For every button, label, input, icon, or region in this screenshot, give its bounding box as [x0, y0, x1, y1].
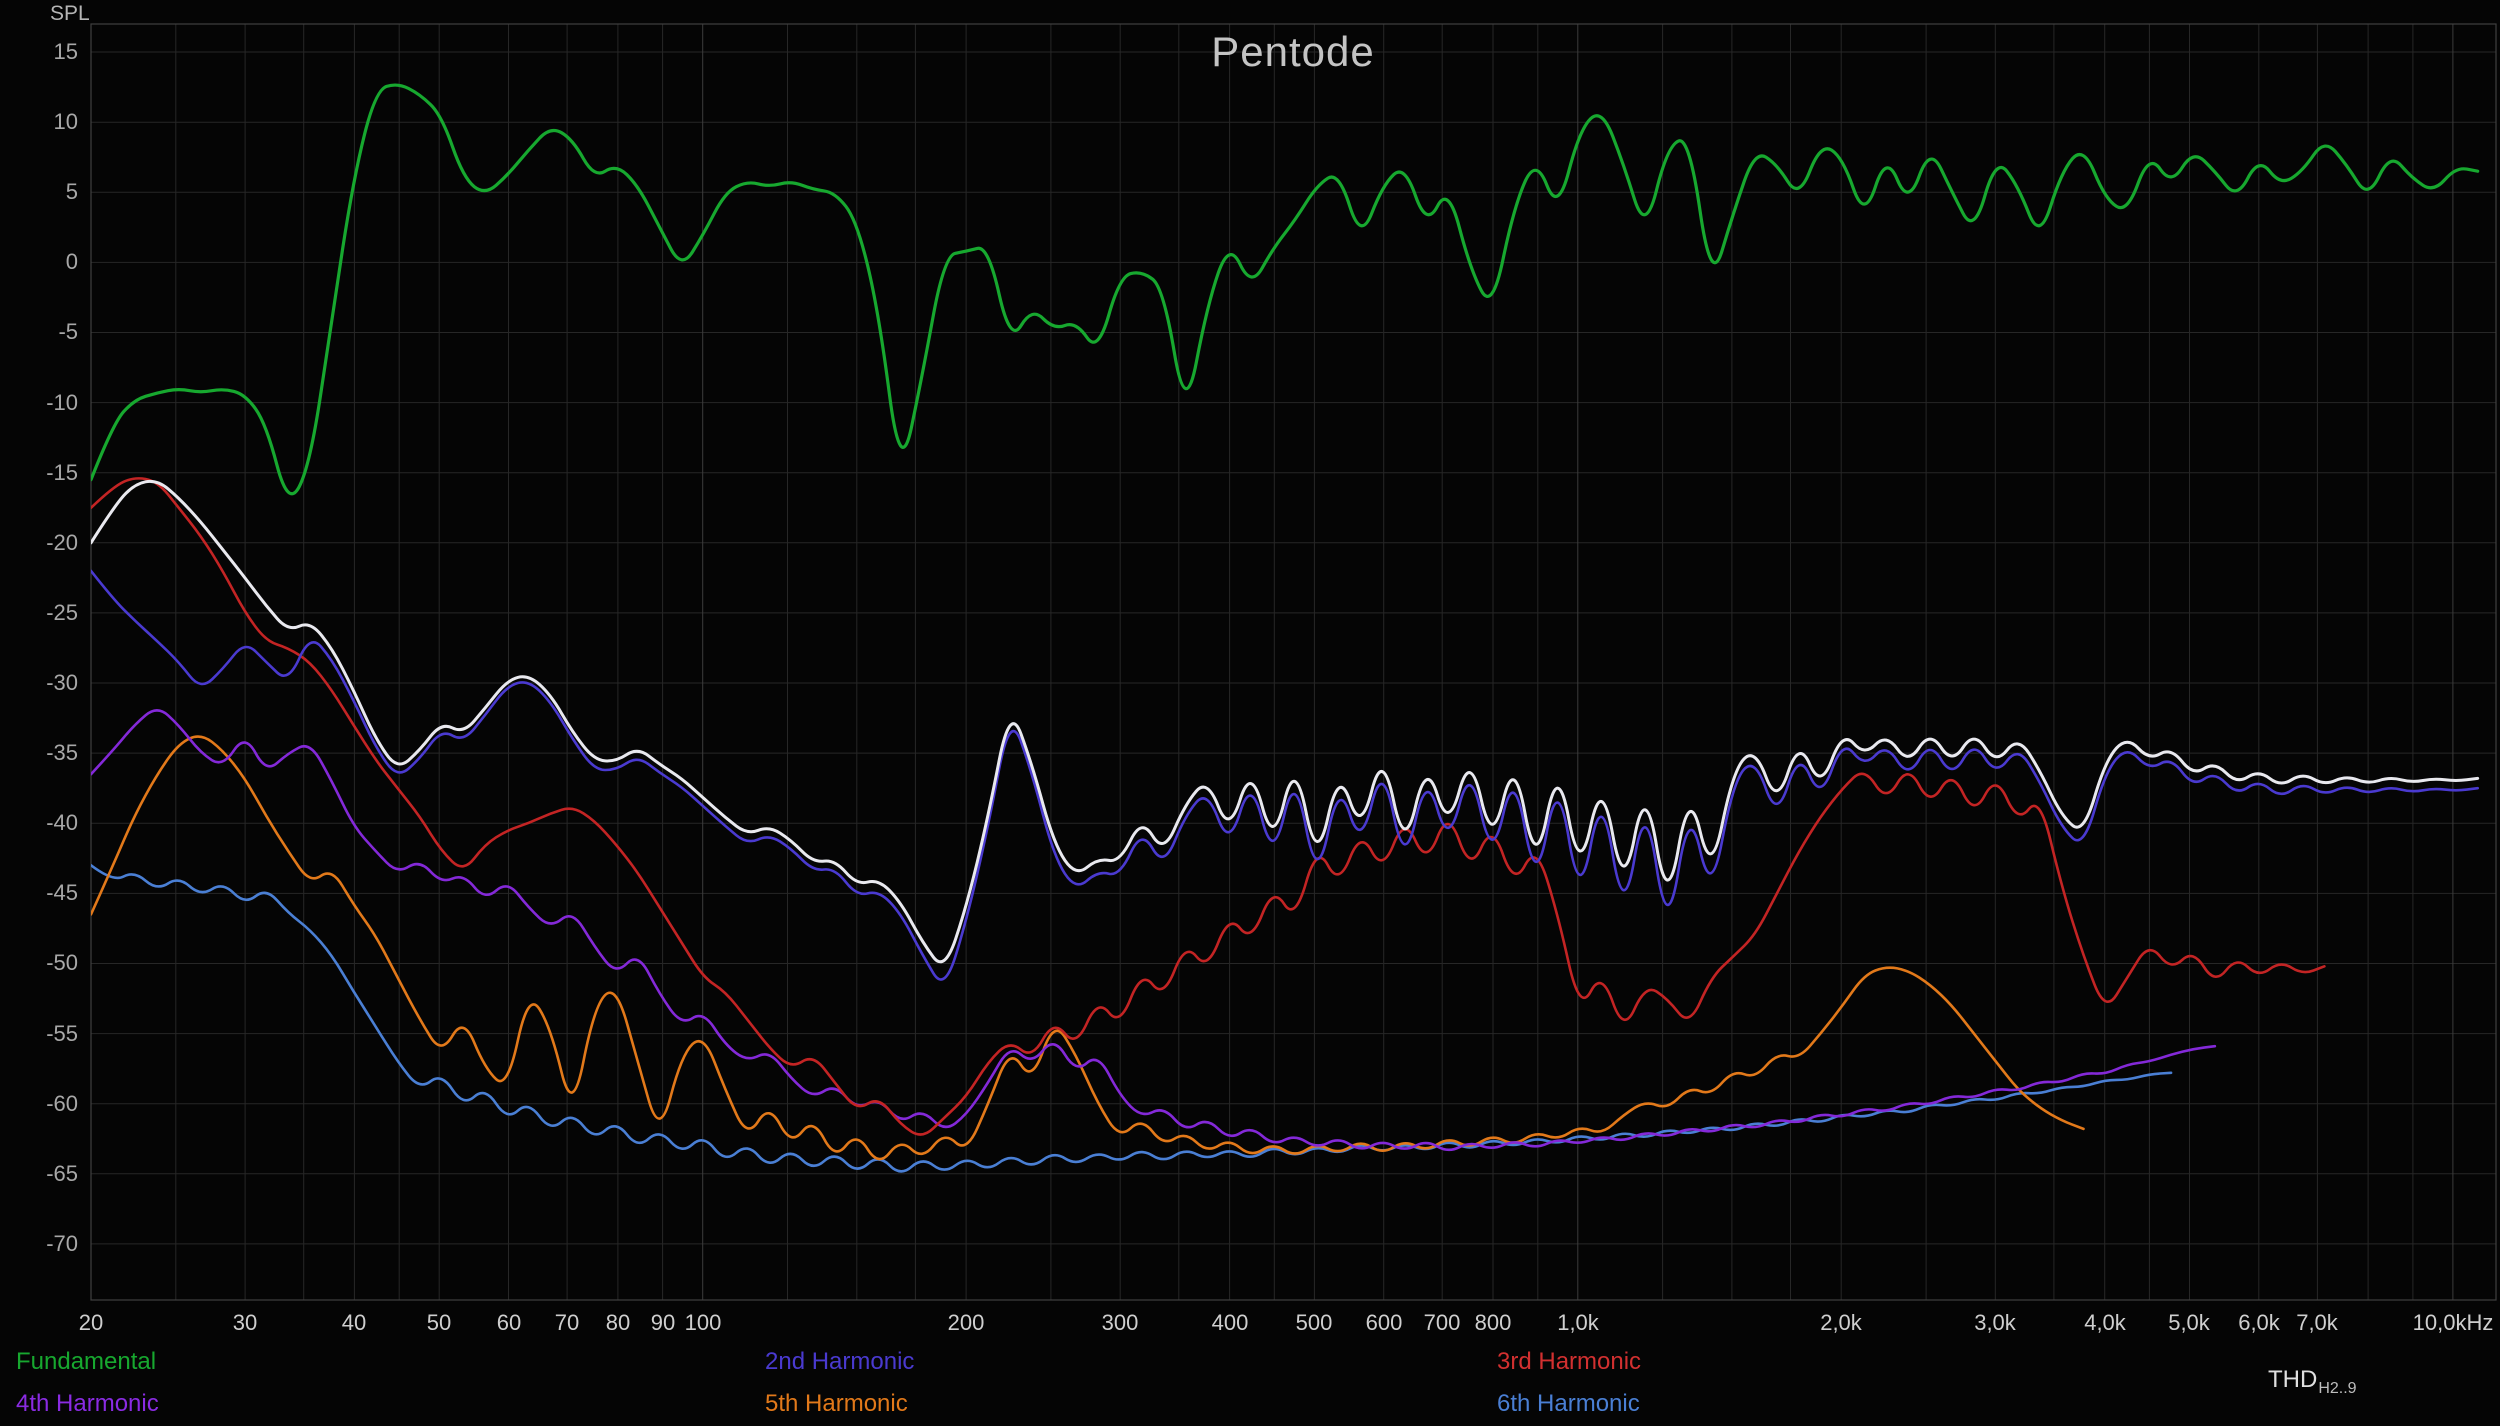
y-tick-label: -50 — [46, 950, 78, 975]
legend-item-3rd-harmonic: 3rd Harmonic — [1497, 1348, 1642, 1375]
y-tick-label: -65 — [46, 1161, 78, 1186]
y-tick-label: -5 — [58, 319, 78, 344]
x-tick-label: 400 — [1211, 1310, 1249, 1335]
legend-item-4th-harmonic: 4th Harmonic — [16, 1390, 159, 1417]
series-3rd-harmonic — [91, 477, 2326, 1136]
y-tick-label: -35 — [46, 740, 78, 765]
x-tick-label: 4,0k — [2084, 1310, 2126, 1335]
x-tick-label: 70 — [554, 1310, 580, 1335]
thd-subscript: H2..9 — [2318, 1380, 2357, 1397]
x-tick-label: 50 — [426, 1310, 452, 1335]
chart-title: Pentode — [1211, 28, 1375, 75]
y-tick-label: 15 — [53, 39, 78, 64]
x-tick-label: 2,0k — [1820, 1310, 1862, 1335]
x-tick-label: 800 — [1474, 1310, 1512, 1335]
series-4th-harmonic — [91, 709, 2217, 1152]
x-tick-label: 80 — [605, 1310, 631, 1335]
x-tick-label: 90 — [650, 1310, 676, 1335]
y-tick-label: 0 — [65, 249, 78, 274]
y-tick-label: -45 — [46, 880, 78, 905]
x-tick-label: 300 — [1101, 1310, 1139, 1335]
y-tick-label: 5 — [65, 179, 78, 204]
x-tick-label: 7,0k — [2296, 1310, 2338, 1335]
y-tick-label: -55 — [46, 1021, 78, 1046]
x-tick-label: 600 — [1365, 1310, 1403, 1335]
x-tick-label: 200 — [947, 1310, 985, 1335]
x-tick-label: 60 — [496, 1310, 522, 1335]
x-tick-label: 3,0k — [1974, 1310, 2016, 1335]
y-tick-label: -25 — [46, 600, 78, 625]
y-tick-label: -15 — [46, 460, 78, 485]
y-tick-label: -10 — [46, 390, 78, 415]
y-tick-label: -30 — [46, 670, 78, 695]
series-5th-harmonic — [91, 735, 2085, 1161]
legend-item-2nd-harmonic: 2nd Harmonic — [765, 1348, 915, 1375]
y-tick-label: -60 — [46, 1091, 78, 1116]
x-tick-label: 40 — [341, 1310, 367, 1335]
y-tick-label: -40 — [46, 810, 78, 835]
y-tick-label: -20 — [46, 530, 78, 555]
legend-item-6th-harmonic: 6th Harmonic — [1497, 1390, 1640, 1417]
x-tick-label: 20 — [78, 1310, 104, 1335]
y-tick-label: -70 — [46, 1231, 78, 1256]
x-tick-label: 6,0k — [2238, 1310, 2280, 1335]
x-tick-label: 500 — [1295, 1310, 1333, 1335]
x-tick-label: 700 — [1423, 1310, 1461, 1335]
series-6th-harmonic — [91, 864, 2173, 1173]
x-tick-label: 10,0kHz — [2412, 1310, 2494, 1335]
plot-border — [90, 23, 2497, 1301]
series-fundamental — [91, 83, 2480, 496]
series-thd — [91, 479, 2480, 964]
series-2nd-harmonic — [91, 569, 2479, 981]
y-tick-label: 10 — [53, 109, 78, 134]
y-axis-title: SPL — [50, 2, 90, 25]
x-tick-label: 100 — [684, 1310, 722, 1335]
legend-item-thd: THDH2..9 — [2268, 1366, 2357, 1398]
legend-item-fundamental: Fundamental — [16, 1348, 157, 1375]
x-tick-label: 5,0k — [2168, 1310, 2210, 1335]
thd-label: THD — [2268, 1366, 2318, 1393]
x-tick-label: 30 — [232, 1310, 258, 1335]
x-tick-label: 1,0k — [1557, 1310, 1599, 1335]
legend-item-5th-harmonic: 5th Harmonic — [765, 1390, 908, 1417]
